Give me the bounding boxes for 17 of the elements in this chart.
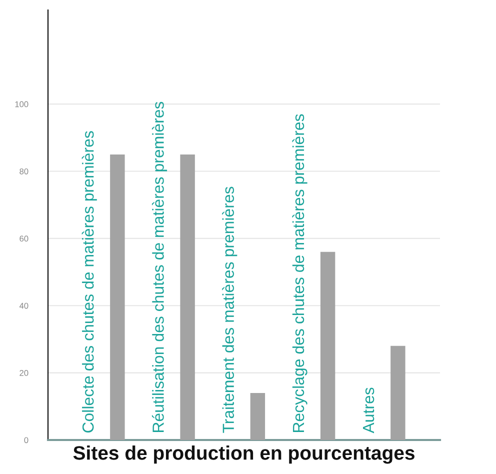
x-tick-label: Autres [363, 388, 374, 434]
y-tick-label: 60 [20, 236, 28, 242]
x-tick-label: Collecte des chutes de matières premières [82, 131, 97, 432]
y-tick-label: 40 [19, 302, 28, 309]
y-tick-label: 0 [24, 437, 28, 444]
bar [250, 392, 266, 440]
x-tick-label: Recyclage des chutes de matières premières [292, 114, 308, 432]
x-tick-label: Traitement des matières premières [222, 186, 238, 433]
x-tick-label: Réutilisation des chutes de matières premières [152, 102, 168, 432]
y-tick-label: 80 [20, 168, 28, 174]
y-tick-label: 100 [15, 101, 28, 108]
bar [390, 346, 406, 440]
x-axis-title: Sites de production en pourcentages [73, 446, 414, 464]
bar [320, 252, 336, 440]
bar [180, 154, 195, 440]
y-tick-label: 20 [20, 370, 28, 376]
bar [110, 154, 125, 440]
